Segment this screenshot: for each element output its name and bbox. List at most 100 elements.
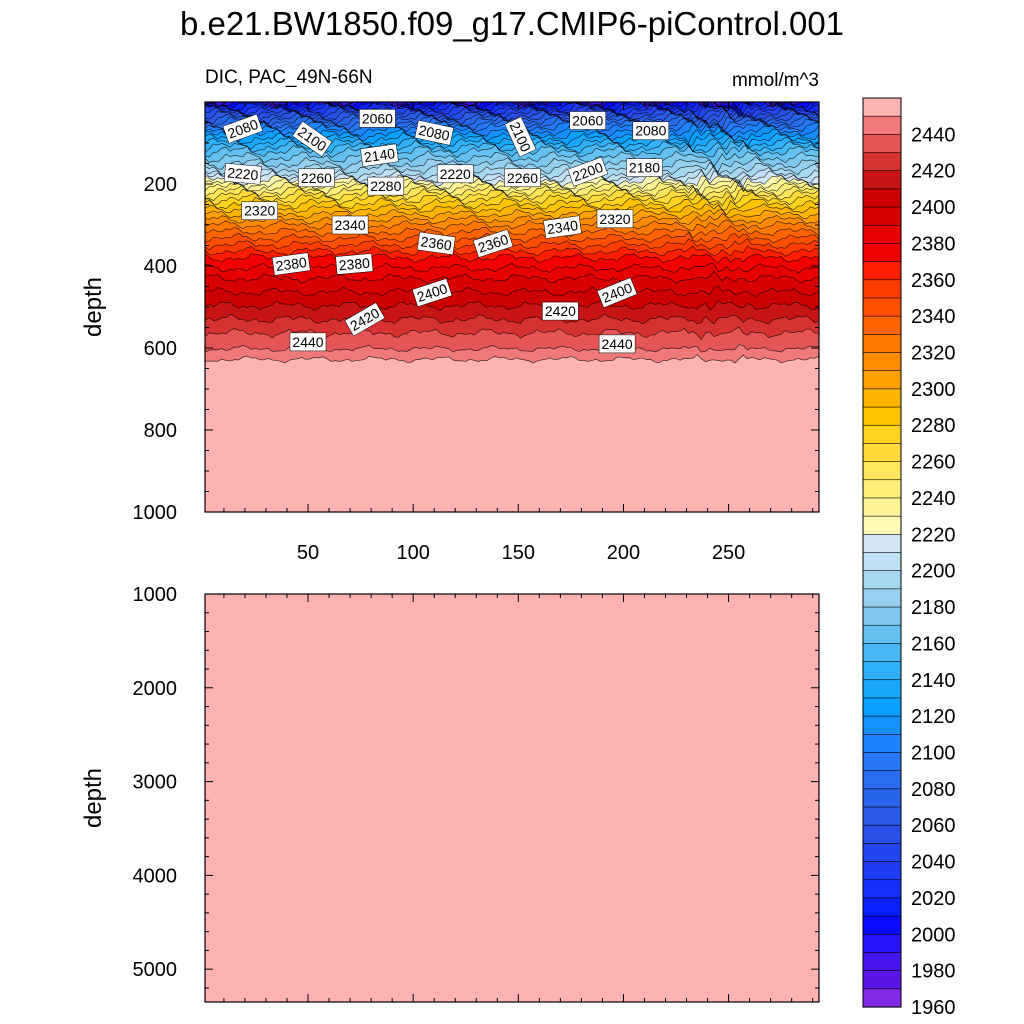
contour-label-text: 2220 (440, 166, 471, 182)
contour-label-text: 2380 (275, 254, 308, 274)
colorbar-swatch (862, 134, 902, 154)
colorbar-swatch (862, 370, 902, 390)
contour-label: 2360 (416, 231, 456, 256)
colorbar-swatch (862, 715, 902, 735)
colorbar-label: 2160 (911, 633, 956, 655)
contour-label: 2380 (335, 253, 374, 275)
top-y-tick-label: 1000 (133, 502, 178, 524)
top-axis-ticks: 50 100 150 200 250 200 400 600 800 1000 (133, 102, 819, 564)
colorbar-label: 2360 (911, 270, 956, 292)
colorbar-label: 2240 (911, 488, 956, 510)
top-panel-subtitle-right: mmol/m^3 (732, 70, 819, 91)
colorbar-label: 2180 (911, 597, 956, 619)
contour-line-2420 (205, 313, 819, 325)
contour-line-2060 (205, 108, 819, 123)
colorbar-label: 2100 (911, 743, 956, 765)
contour-line-2260 (205, 187, 819, 202)
colorbar-swatch (862, 697, 902, 717)
colorbar-label: 2420 (911, 161, 956, 183)
contour-line-2300 (205, 208, 819, 220)
colorbar-label: 2220 (911, 524, 956, 546)
contour-label: 2420 (542, 301, 579, 321)
colorbar-swatch (862, 152, 902, 172)
colorbar-swatch (862, 752, 902, 772)
contour-label-text: 2260 (301, 170, 332, 186)
colorbar-swatch (862, 552, 902, 572)
contour-line-2430 (205, 326, 819, 340)
colorbar-swatch (862, 515, 902, 535)
colorbar-swatch (862, 97, 902, 117)
colorbar-swatch (862, 588, 902, 608)
contour-label: 2440 (598, 334, 636, 354)
contour-line-2150 (205, 139, 819, 154)
colorbar-swatch (862, 334, 902, 354)
contour-line-2330 (205, 225, 819, 239)
colorbar-swatch (862, 879, 902, 899)
colorbar-swatch (862, 224, 902, 245)
colorbar-swatch (862, 406, 902, 426)
contour-line-2290 (205, 203, 819, 216)
colorbar-label: 2040 (911, 852, 956, 874)
contour-label-text: 2440 (292, 334, 323, 350)
contour-label-text: 2340 (335, 217, 366, 233)
colorbar-swatch (862, 279, 902, 299)
contour-label-text: 2080 (417, 122, 451, 144)
bottom-panel-y-axis-label: depth (80, 768, 107, 828)
colorbar-swatch (862, 679, 902, 699)
colorbar-swatch (862, 443, 902, 463)
colorbar-label: 2020 (911, 888, 956, 910)
bottom-axis-ticks: 1000 2000 3000 4000 5000 (133, 584, 819, 1002)
top-x-tick-label: 100 (396, 542, 429, 564)
colorbar-swatch (862, 534, 902, 554)
colorbar-swatch (862, 824, 902, 844)
colorbar-swatch (862, 424, 902, 445)
colorbar-label: 2400 (911, 197, 956, 219)
contour-label-text: 2440 (602, 336, 633, 352)
contour-line-2170 (205, 150, 819, 167)
top-y-tick-label: 800 (144, 420, 177, 442)
colorbar-swatch (862, 188, 902, 208)
colorbar-swatch (862, 388, 902, 408)
colorbar-label: 2080 (911, 779, 956, 801)
colorbar-swatch (862, 115, 902, 135)
colorbar-swatch (862, 497, 902, 517)
colorbar-swatch (862, 170, 902, 190)
contour-label-text: 2140 (363, 145, 396, 165)
contour-label-text: 2280 (370, 178, 401, 194)
colorbar-swatch (862, 461, 902, 481)
colorbar-label: 2280 (911, 415, 956, 437)
colorbar-swatch (862, 352, 902, 372)
contour-label: 2180 (626, 158, 663, 177)
contour-label: 2080 (632, 121, 670, 140)
colorbar-label: 2260 (911, 452, 956, 474)
contour-line-2190 (205, 161, 819, 177)
contour-label-text: 2320 (244, 203, 275, 219)
colorbar-swatch (862, 897, 902, 917)
colorbar-swatch (862, 861, 902, 881)
colorbar-swatch (862, 606, 902, 626)
contour-line-2180 (205, 156, 819, 173)
top-x-tick-label: 150 (502, 542, 535, 564)
contour-label: 2440 (289, 332, 327, 352)
contour-label: 2380 (271, 252, 311, 276)
bottom-y-tick-label: 3000 (133, 772, 178, 794)
top-contour-fill (205, 102, 819, 512)
top-panel-y-axis-label: depth (80, 277, 107, 337)
contour-label: 2080 (414, 119, 454, 146)
colorbar-swatch (862, 770, 902, 790)
contour-label-text: 2060 (572, 113, 603, 129)
colorbar-label: 2380 (911, 233, 956, 255)
top-panel-subtitle-left: DIC, PAC_49N-66N (205, 67, 373, 88)
colorbar-label: 2340 (911, 306, 956, 328)
colorbar: 2440 2420 2400 2380 2360 2340 2320 2300 2280 2260… (862, 97, 956, 1019)
colorbar-swatch (862, 843, 902, 863)
contour-line-2250 (205, 180, 819, 199)
top-x-tick-label: 250 (712, 542, 745, 564)
contour-line-2280 (205, 197, 819, 211)
top-y-tick-label: 600 (144, 338, 177, 360)
contour-label: 2060 (569, 111, 606, 130)
colorbar-swatch (862, 661, 902, 681)
colorbar-swatch (862, 206, 902, 226)
contour-line-2270 (205, 191, 819, 207)
